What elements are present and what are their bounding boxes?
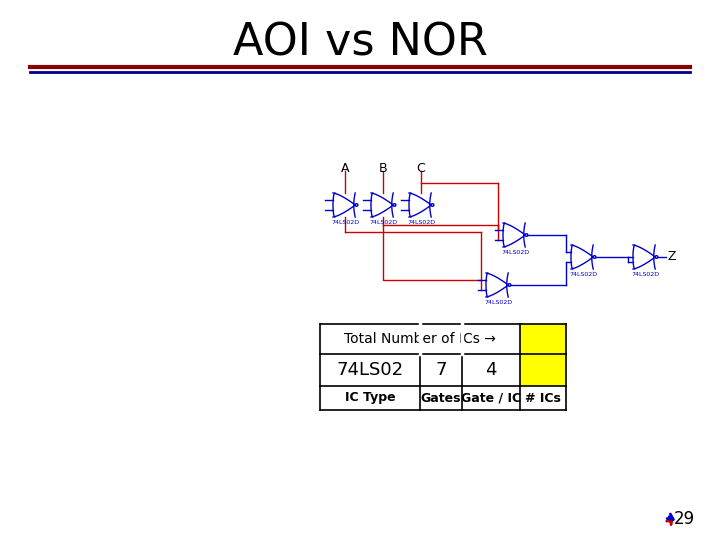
Text: 74LS02D: 74LS02D — [569, 272, 597, 277]
Text: 74LS02D: 74LS02D — [484, 300, 512, 305]
Text: 4: 4 — [485, 361, 497, 379]
Text: 74LS02D: 74LS02D — [331, 220, 359, 225]
Text: C: C — [417, 163, 426, 176]
Text: Z: Z — [668, 251, 676, 264]
Text: 74LS02D: 74LS02D — [407, 220, 435, 225]
Text: 74LS02D: 74LS02D — [501, 250, 529, 255]
Text: 74LS02: 74LS02 — [336, 361, 404, 379]
Text: 7: 7 — [436, 361, 446, 379]
Bar — [520, 354, 566, 386]
Text: Gate / IC: Gate / IC — [461, 392, 521, 404]
Bar — [520, 324, 566, 354]
Text: 74LS02D: 74LS02D — [369, 220, 397, 225]
Text: Total Number of ICs →: Total Number of ICs → — [344, 332, 496, 346]
Text: AOI vs NOR: AOI vs NOR — [233, 22, 487, 64]
Text: 29: 29 — [674, 510, 695, 528]
Text: # ICs: # ICs — [525, 392, 561, 404]
Text: Gates: Gates — [420, 392, 462, 404]
Text: B: B — [379, 163, 387, 176]
Text: IC Type: IC Type — [345, 392, 395, 404]
Text: A: A — [341, 163, 349, 176]
Text: 74LS02D: 74LS02D — [631, 272, 659, 277]
